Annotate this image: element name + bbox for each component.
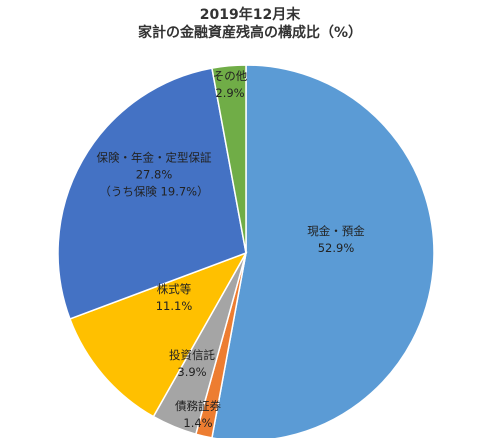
slice-name-label: 株式等 xyxy=(157,282,192,296)
slice-value-label: 1.4% xyxy=(183,416,212,430)
slice-value-label: 11.1% xyxy=(156,299,193,313)
slice-name-label: 保険・年金・定型保証 xyxy=(97,151,212,165)
slice-value-label: 3.9% xyxy=(177,365,206,379)
pie-slice xyxy=(211,64,247,254)
slice-value-label: 2.9% xyxy=(215,86,244,100)
slice-value-label: 27.8% xyxy=(136,168,173,182)
slice-name-label: 投資信託 xyxy=(169,348,215,362)
chart-title-block: 2019年12月末 家計の金融資産残高の構成比（%） xyxy=(0,6,500,42)
slice-name-label: 債務証券 xyxy=(175,399,221,413)
slice-value-label: 52.9% xyxy=(318,241,355,255)
pie-slice xyxy=(211,64,435,438)
pie-slice xyxy=(57,67,247,320)
chart-title: 2019年12月末 xyxy=(199,7,301,23)
pie-slices xyxy=(57,64,435,438)
pie-slice xyxy=(68,251,248,418)
slice-note-label: （うち保険 19.7%） xyxy=(99,185,208,199)
slice-name-label: その他 xyxy=(213,69,248,83)
chart-subtitle: 家計の金融資産残高の構成比（%） xyxy=(137,25,363,41)
pie-labels: 現金・預金 52.9% 債務証券 1.4% 投資信託 3.9% 株式等 11.1% 保険・年金・… xyxy=(97,69,366,430)
slice-name-label: 現金・預金 xyxy=(307,224,365,238)
